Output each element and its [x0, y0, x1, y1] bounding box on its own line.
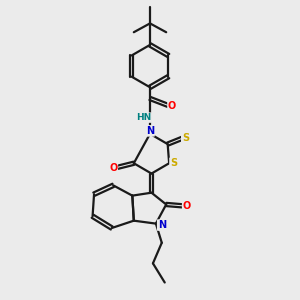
Text: N: N — [158, 220, 166, 230]
Text: O: O — [168, 101, 176, 111]
Text: O: O — [109, 163, 117, 173]
Text: S: S — [170, 158, 177, 168]
Text: S: S — [182, 133, 189, 143]
Text: HN: HN — [136, 113, 151, 122]
Text: O: O — [183, 201, 191, 211]
Text: N: N — [146, 126, 154, 136]
